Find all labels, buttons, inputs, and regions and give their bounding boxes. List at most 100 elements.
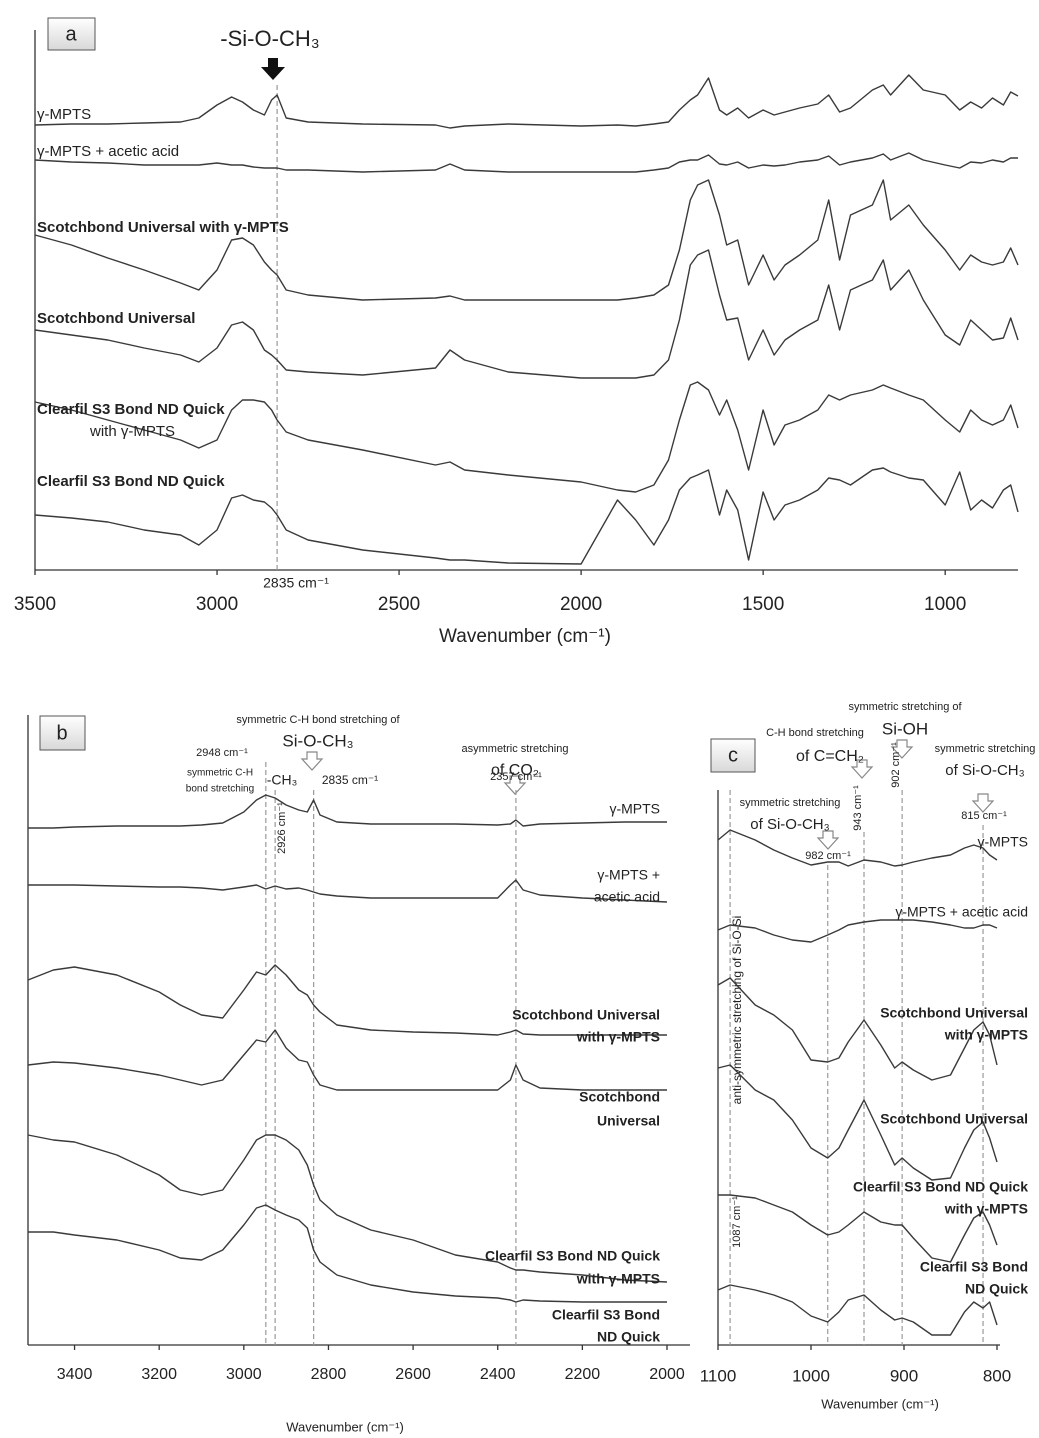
x-tick-label: 2000 xyxy=(649,1366,685,1383)
arrow xyxy=(816,830,840,850)
annotation: bond stretching xyxy=(186,784,254,795)
x-tick-label: 3200 xyxy=(141,1366,177,1383)
arrow xyxy=(503,775,527,795)
spectrum xyxy=(28,1204,667,1303)
annotation: -CH₃ xyxy=(267,772,298,788)
annotation: symmetric C-H bond stretching of xyxy=(236,714,400,726)
spectrum xyxy=(34,152,1018,173)
open-arrows xyxy=(300,739,995,850)
series-label: Scotchbond Universal xyxy=(37,310,195,327)
annotation: C-H bond stretching xyxy=(766,727,864,739)
annotation: Si-OH xyxy=(882,719,928,738)
series-label: γ-MPTS xyxy=(37,106,91,123)
arrow xyxy=(300,751,324,771)
spectrum xyxy=(34,74,1019,129)
marker-label: 982 cm⁻¹ xyxy=(805,850,851,862)
x-tick-label: 2600 xyxy=(395,1366,431,1383)
arrow xyxy=(261,58,285,80)
x-tick-label: 800 xyxy=(983,1366,1011,1385)
spectrum xyxy=(718,1194,998,1263)
marker-label: 1087 cm⁻¹ xyxy=(731,1196,743,1248)
series-label: Universal xyxy=(597,1113,660,1129)
annotation: asymmetric stretching xyxy=(462,743,569,755)
arrow xyxy=(890,739,914,759)
annotation: -Si-O-CH₃ xyxy=(220,26,319,51)
series-label: with γ-MPTS xyxy=(576,1271,660,1287)
series-label: Clearfil S3 Bond ND Quick xyxy=(485,1248,660,1264)
series-label: ND Quick xyxy=(597,1329,660,1345)
series-label: γ-MPTS + xyxy=(597,867,660,883)
spectrum xyxy=(717,919,998,943)
series-label: γ-MPTS + acetic acid xyxy=(37,143,179,160)
panel-box xyxy=(39,715,86,751)
series-label: γ-MPTS xyxy=(977,834,1028,850)
spectrum xyxy=(28,794,667,829)
series-label: with γ-MPTS xyxy=(944,1201,1028,1217)
series-label: with γ-MPTS xyxy=(89,423,175,440)
annotation: of C=CH₂ xyxy=(796,748,864,765)
spectrum xyxy=(28,879,668,903)
series-label: Scotchbond Universal xyxy=(512,1007,660,1023)
x-tick-label: 1000 xyxy=(792,1366,830,1385)
x-axis-title: Wavenumber (cm⁻¹) xyxy=(439,626,611,647)
annotation: of Si-O-CH₃ xyxy=(945,762,1024,779)
series-label: Scotchbond xyxy=(579,1089,660,1105)
marker-label: 943 cm⁻¹ xyxy=(852,785,864,831)
panel-box xyxy=(710,738,756,773)
panel-label: a xyxy=(65,23,77,45)
marker-label: 2835 cm⁻¹ xyxy=(263,575,329,591)
series-label: acetic acid xyxy=(594,889,660,905)
series-label: Clearfil S3 Bond xyxy=(552,1307,660,1323)
x-axis-title: Wavenumber (cm⁻¹) xyxy=(821,1396,939,1411)
panel-label: c xyxy=(728,744,738,766)
marker-label: 815 cm⁻¹ xyxy=(961,810,1007,822)
series-label: Clearfil S3 Bond ND Quick xyxy=(37,401,225,418)
arrow xyxy=(971,793,995,813)
series-label: Scotchbond Universal xyxy=(880,1111,1028,1127)
series-label: Scotchbond Universal xyxy=(880,1005,1028,1021)
marker-label: 902 cm⁻¹ xyxy=(890,742,902,788)
spectrum xyxy=(717,977,998,1081)
series-label: Scotchbond Universal with γ-MPTS xyxy=(37,219,289,236)
marker-label: 2835 cm⁻¹ xyxy=(322,773,378,787)
x-tick-label: 1500 xyxy=(742,594,784,615)
series-label: Clearfil S3 Bond ND Quick xyxy=(853,1179,1028,1195)
annotation: symmetric C-H xyxy=(187,768,253,779)
series-label: ND Quick xyxy=(965,1281,1028,1297)
x-tick-label: 900 xyxy=(890,1366,918,1385)
annotation: anti-symmetric stretching of Si-O-Si xyxy=(730,916,744,1105)
spectrum xyxy=(34,179,1019,301)
spectrum xyxy=(717,1284,998,1336)
spectrum xyxy=(717,1064,998,1181)
x-tick-label: 2200 xyxy=(565,1366,601,1383)
panel-box xyxy=(47,17,96,51)
x-tick-label: 2800 xyxy=(311,1366,347,1383)
series-label: Clearfil S3 Bond ND Quick xyxy=(37,473,225,490)
x-tick-label: 3500 xyxy=(14,594,56,615)
arrow xyxy=(850,759,874,779)
x-axis-title: Wavenumber (cm⁻¹) xyxy=(286,1419,404,1434)
x-tick-label: 1000 xyxy=(924,594,966,615)
spectrum xyxy=(717,829,998,867)
spectrum xyxy=(34,249,1019,379)
spectrum xyxy=(27,1029,667,1091)
x-tick-label: 3000 xyxy=(226,1366,262,1383)
annotation: symmetric stretching xyxy=(935,743,1036,755)
marker-label: 2357 cm⁻¹ xyxy=(490,771,542,783)
x-tick-label: 1100 xyxy=(700,1366,737,1385)
annotation: Si-O-CH₃ xyxy=(282,731,353,750)
spectrum xyxy=(34,381,1019,493)
series-label: with γ-MPTS xyxy=(576,1029,660,1045)
annotation: of CO₂ xyxy=(491,762,539,779)
panel-label: b xyxy=(56,722,67,744)
x-tick-label: 2000 xyxy=(560,594,602,615)
x-tick-label: 3000 xyxy=(196,594,238,615)
series-label: Clearfil S3 Bond xyxy=(920,1259,1028,1275)
marker-label: 2948 cm⁻¹ xyxy=(196,747,248,759)
annotation: of Si-O-CH₃ xyxy=(750,816,829,833)
x-tick-label: 3400 xyxy=(57,1366,93,1383)
series-label: γ-MPTS + acetic acid xyxy=(895,904,1028,920)
marker-label: 2926 cm⁻¹ xyxy=(276,802,288,854)
spectrum xyxy=(34,467,1019,565)
